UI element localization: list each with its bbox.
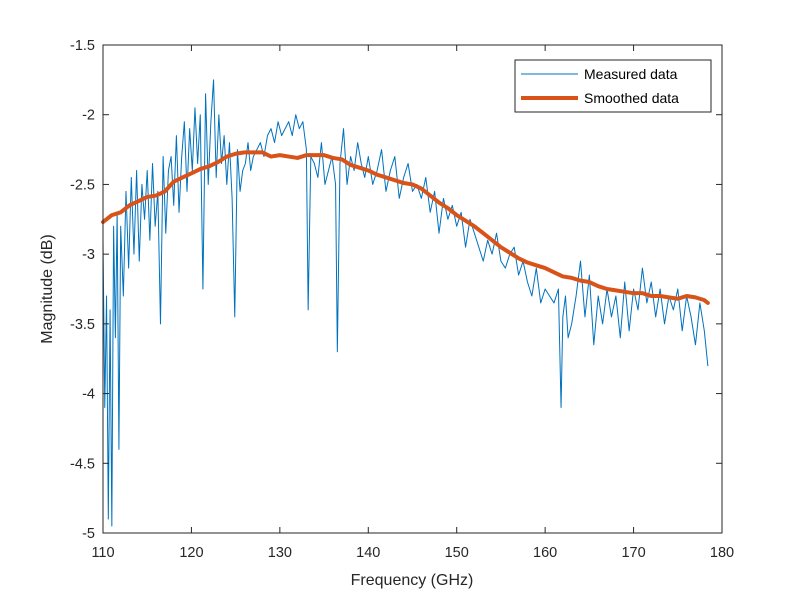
y-axis: -1.5 -2 -2.5 -3 -3.5 -4 -4.5 -5 bbox=[70, 38, 722, 542]
x-tick-label: 140 bbox=[356, 545, 380, 561]
y-tick-label: -4 bbox=[82, 387, 95, 403]
plot-area-frame bbox=[102, 44, 723, 534]
x-tick-label: 180 bbox=[710, 545, 734, 561]
plot-lines bbox=[101, 79, 710, 527]
x-tick-label: 120 bbox=[179, 545, 203, 561]
y-tick-label: -3 bbox=[82, 247, 95, 263]
y-tick-label: -3.5 bbox=[70, 317, 95, 333]
y-tick-label: -1.5 bbox=[70, 38, 95, 54]
x-tick-label: 170 bbox=[621, 545, 645, 561]
x-tick-label: 160 bbox=[533, 545, 557, 561]
y-axis-title: Magnitude (dB) bbox=[39, 234, 56, 343]
legend: Measured data Smoothed data bbox=[514, 59, 712, 113]
y-tick-label: -4.5 bbox=[70, 456, 95, 472]
legend-box bbox=[514, 59, 712, 113]
x-tick-label: 110 bbox=[91, 545, 114, 561]
y-tick-label: -5 bbox=[82, 526, 95, 542]
y-tick-label: -2.5 bbox=[70, 177, 95, 193]
x-axis: 110 120 130 140 150 160 170 180 bbox=[91, 45, 734, 561]
legend-label-measured: Measured data bbox=[584, 66, 678, 82]
legend-label-smoothed: Smoothed data bbox=[584, 90, 679, 106]
x-tick-label: 150 bbox=[445, 545, 469, 561]
series-line-measured bbox=[102, 79, 709, 527]
series-line-smoothed bbox=[101, 150, 710, 305]
x-axis-title: Frequency (GHz) bbox=[351, 572, 474, 589]
x-tick-label: 130 bbox=[268, 545, 292, 561]
y-tick-label: -2 bbox=[82, 108, 95, 124]
